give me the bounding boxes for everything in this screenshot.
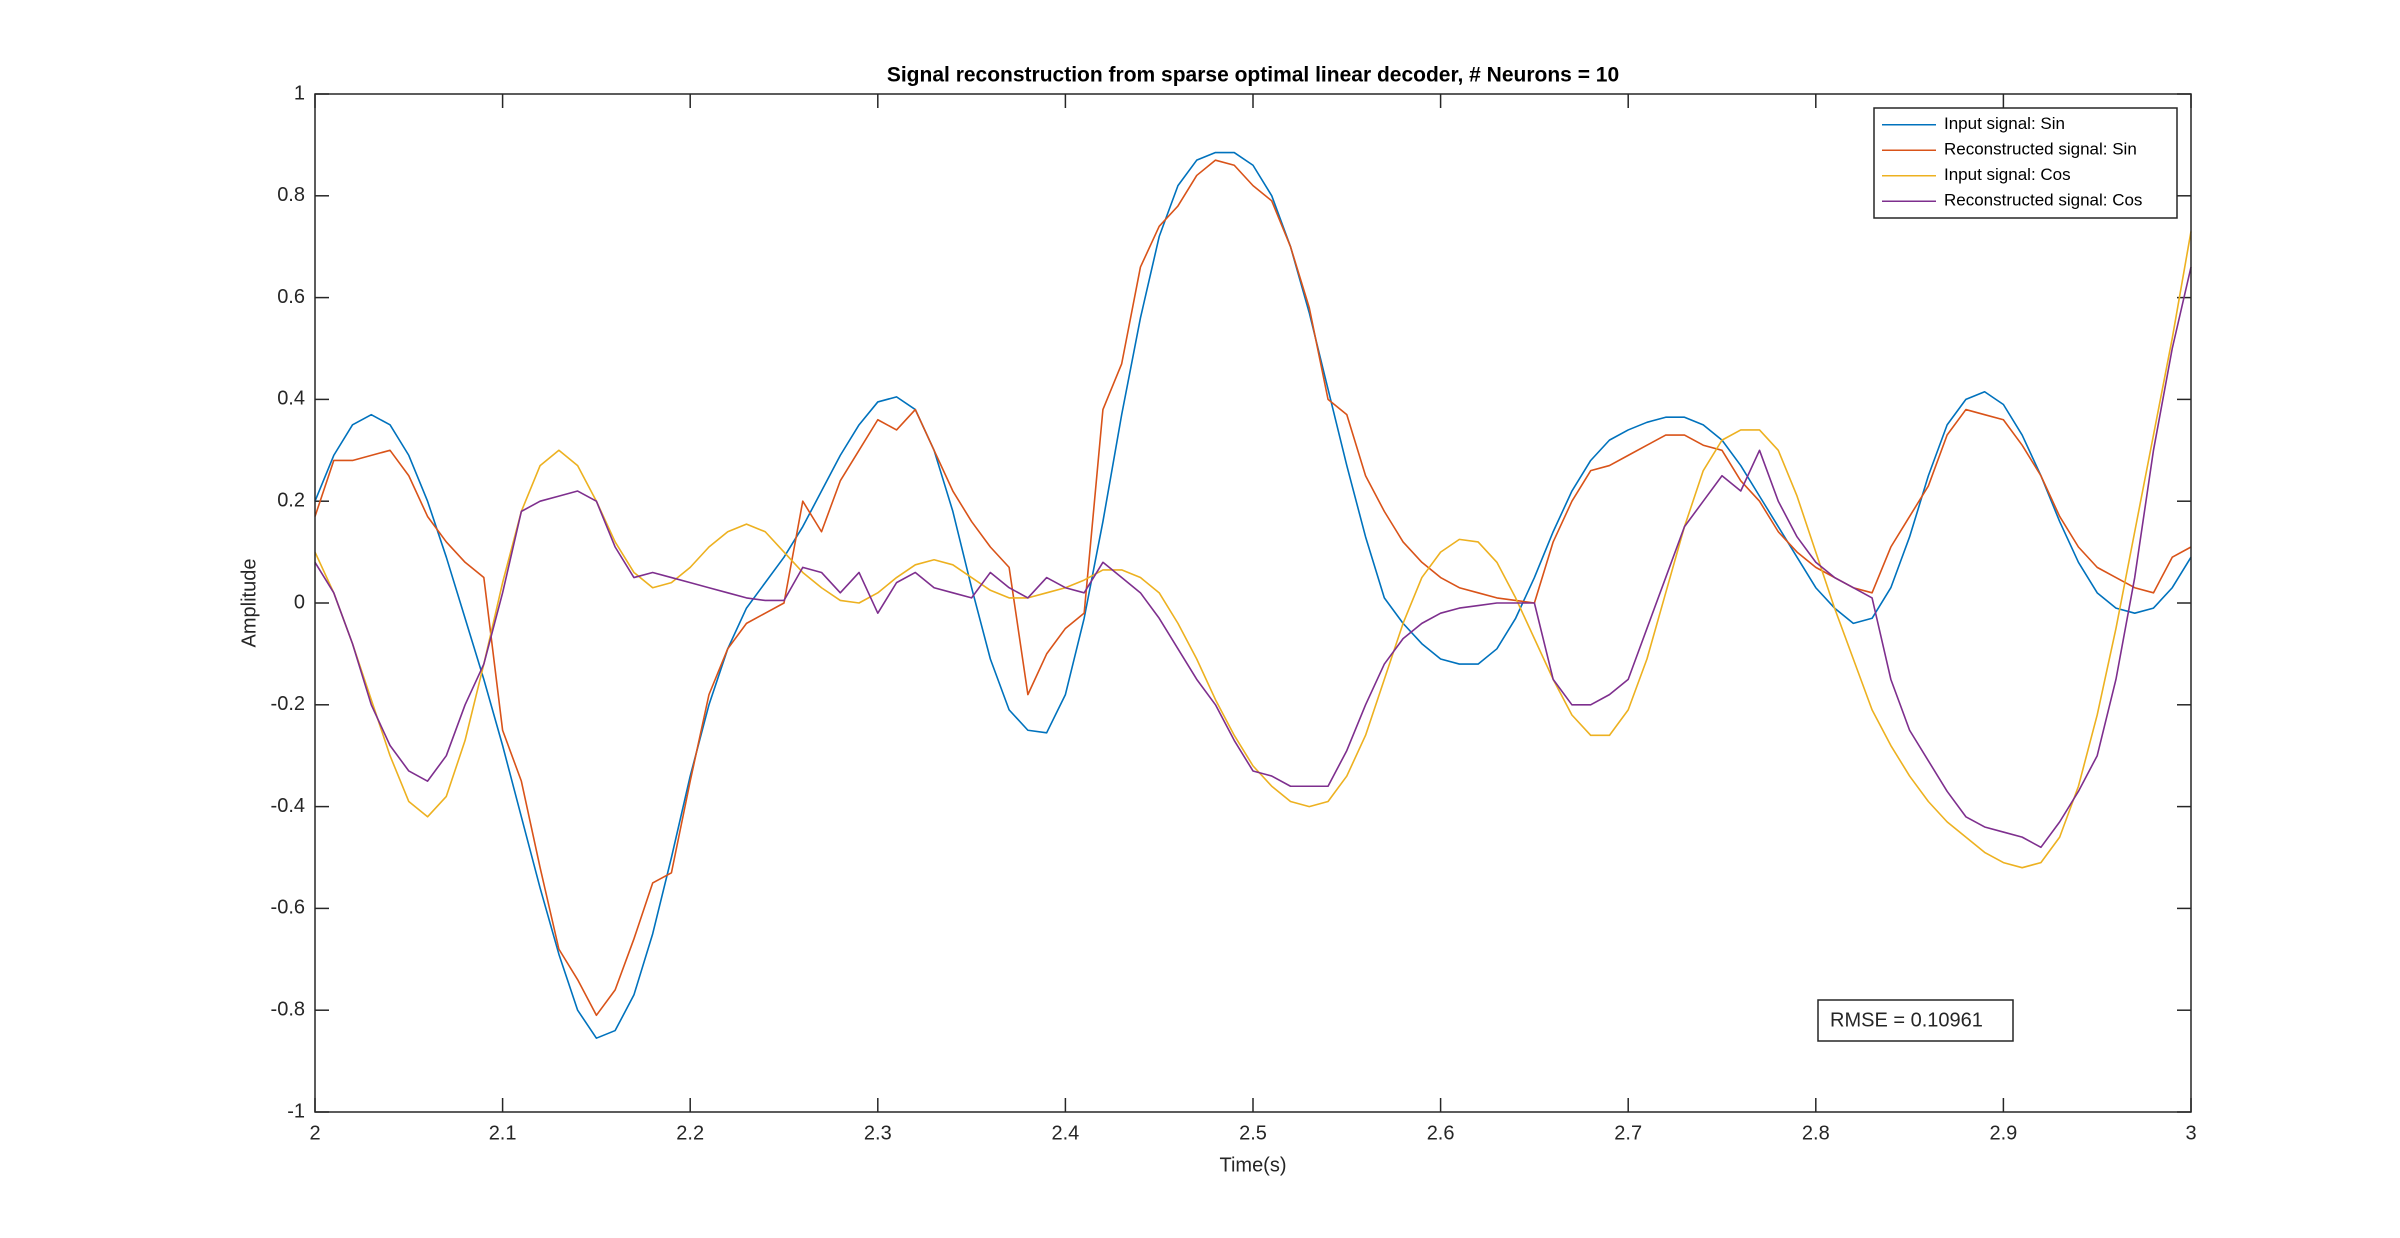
- y-tick-label: 1: [294, 82, 305, 104]
- x-tick-label: 3: [2185, 1122, 2196, 1144]
- y-tick-label: -0.8: [271, 998, 305, 1020]
- x-tick-label: 2.6: [1427, 1122, 1455, 1144]
- y-tick-label: -0.6: [271, 897, 305, 919]
- series-line: [314, 266, 2192, 849]
- y-tick-label: -0.2: [271, 693, 305, 715]
- x-tick-label: 2.4: [1051, 1122, 1079, 1144]
- legend-label: Input signal: Cos: [1944, 165, 2071, 184]
- x-axis-label: Time(s): [1219, 1154, 1286, 1176]
- x-tick-label: 2.7: [1614, 1122, 1642, 1144]
- series-line: [314, 151, 2192, 1039]
- legend-label: Input signal: Sin: [1944, 114, 2065, 133]
- annotation-box: [1817, 999, 2014, 1042]
- y-tick-label: 0.8: [277, 184, 305, 206]
- y-tick-label: 0.4: [277, 388, 305, 410]
- x-tick-label: 2.8: [1802, 1122, 1830, 1144]
- y-tick-label: -1: [287, 1100, 305, 1122]
- chart-title: Signal reconstruction from sparse optima…: [887, 64, 1619, 87]
- x-tick-label: 2.2: [676, 1122, 704, 1144]
- legend-label: Reconstructed signal: Cos: [1944, 191, 2142, 210]
- plot-area: [315, 94, 2191, 1112]
- axes-box: [314, 93, 2192, 1113]
- x-tick-label: 2.1: [489, 1122, 517, 1144]
- series-line: [314, 231, 2192, 869]
- legend-label: Reconstructed signal: Sin: [1944, 140, 2137, 159]
- annotation: RMSE = 0.10961: [1830, 1009, 1983, 1031]
- y-tick-label: 0.2: [277, 489, 305, 511]
- y-tick-label: 0: [294, 591, 305, 613]
- y-tick-label: -0.4: [271, 795, 305, 817]
- x-tick-label: 2: [309, 1122, 320, 1144]
- x-tick-label: 2.5: [1239, 1122, 1267, 1144]
- y-tick-label: 0.6: [277, 286, 305, 308]
- x-tick-label: 2.3: [864, 1122, 892, 1144]
- series-line: [314, 159, 2192, 1017]
- y-axis-label: Amplitude: [238, 559, 260, 648]
- x-tick-label: 2.9: [1989, 1122, 2017, 1144]
- legend-box: [1873, 107, 2178, 219]
